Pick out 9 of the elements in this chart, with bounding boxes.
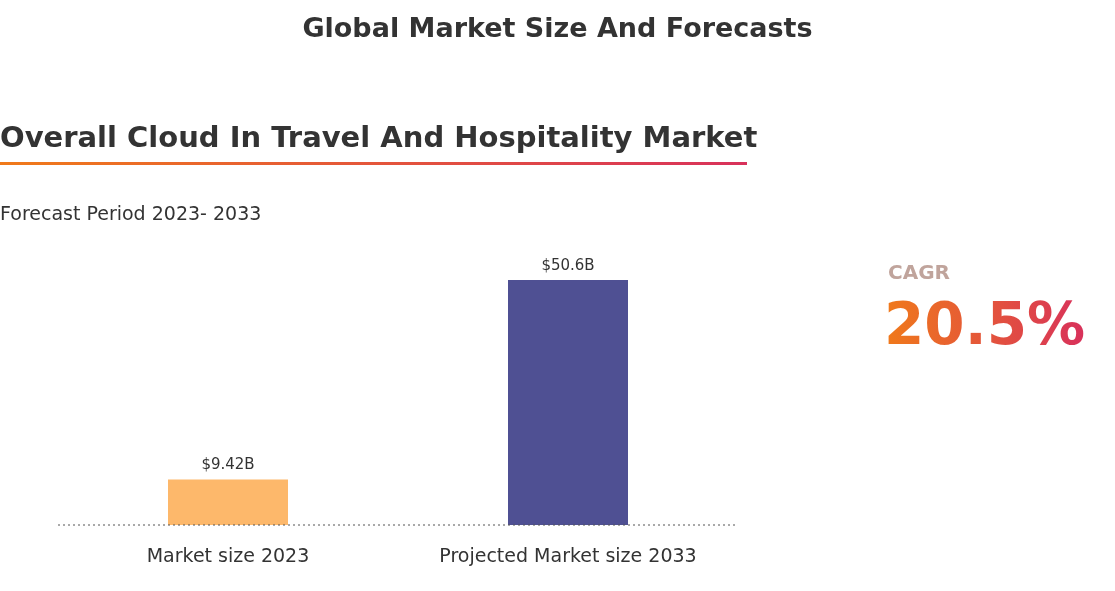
text: 20.5% [884, 290, 1086, 358]
chart-subtitle: Overall Cloud In Travel And Hospitality Market [0, 120, 758, 154]
chart-title: Global Market Size And Forecasts [301, 12, 814, 43]
text: CAGR [888, 260, 950, 284]
x-tick-label: Market size 2023 [146, 544, 310, 567]
data-label: $50.6B [541, 256, 595, 274]
text: Forecast Period 2023- 2033 [0, 202, 262, 224]
data-label: $9.42B [201, 455, 255, 474]
x-tick-label: Projected Market size 2033 [439, 544, 697, 567]
